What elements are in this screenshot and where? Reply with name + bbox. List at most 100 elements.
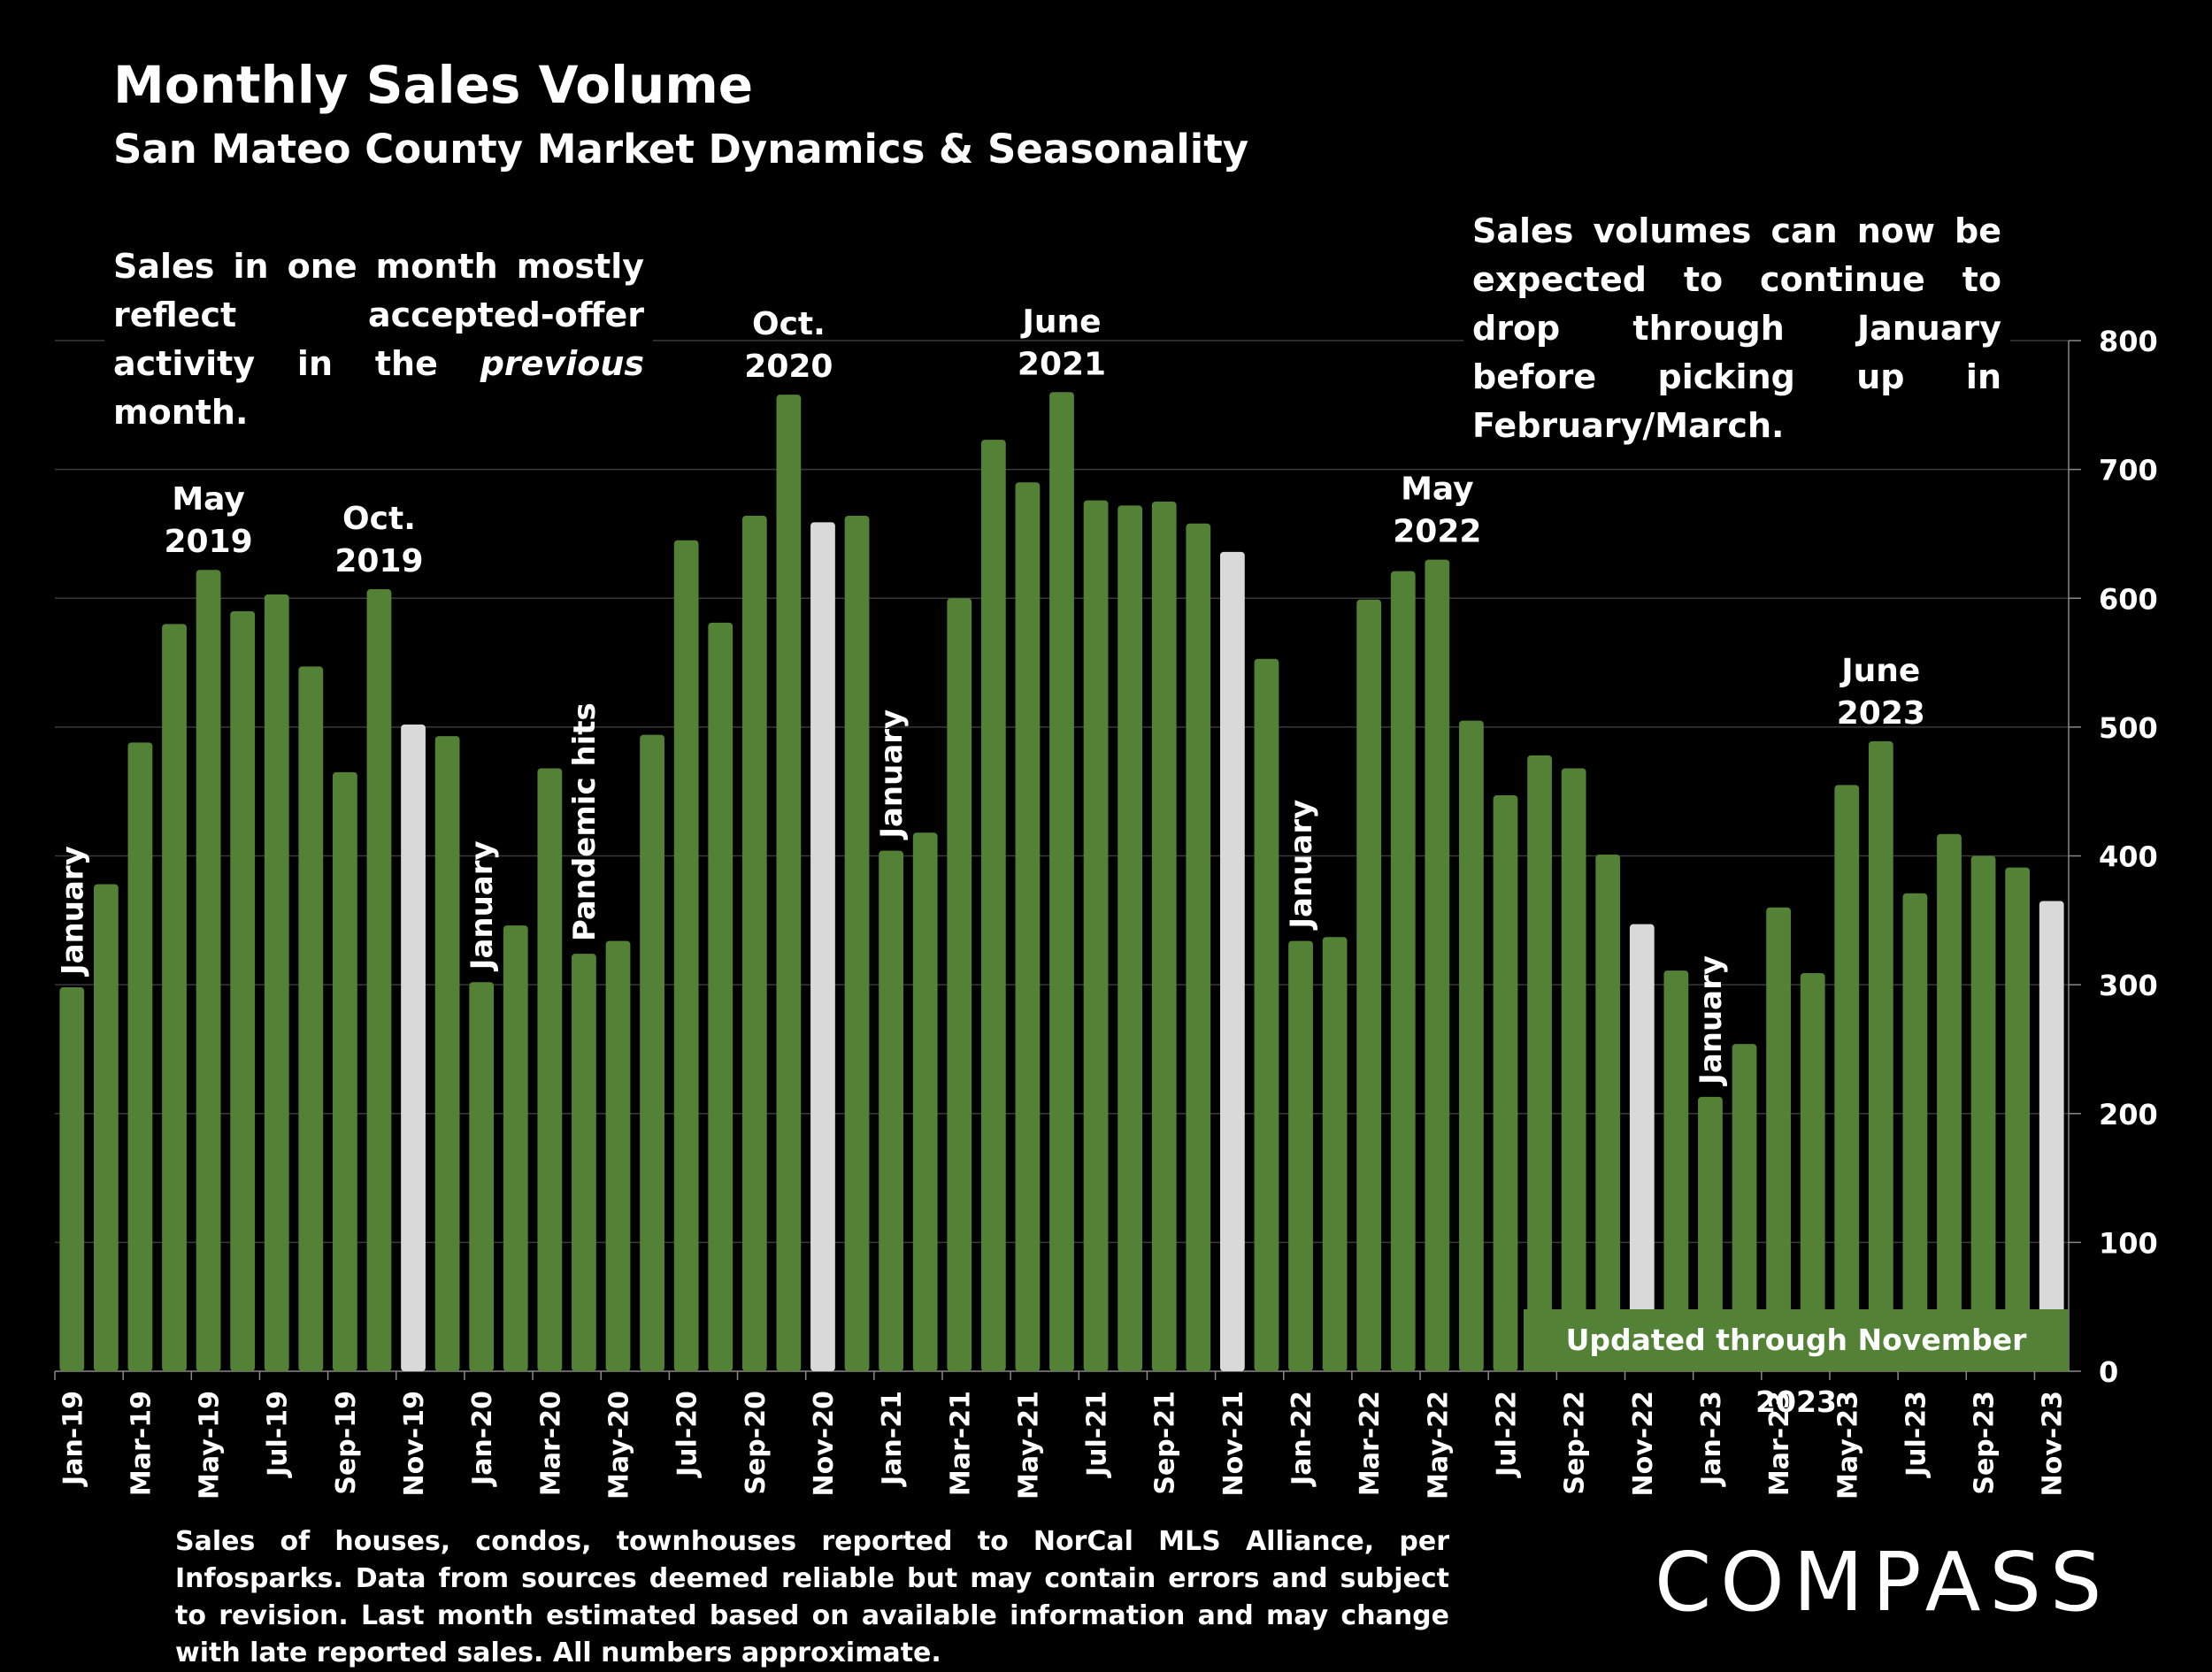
annotation-label: 2022 bbox=[1393, 514, 1481, 550]
bar-May-23 bbox=[1834, 785, 1860, 1371]
bar-Jan-20 bbox=[469, 982, 495, 1371]
bar-Feb-21 bbox=[912, 832, 938, 1371]
note-left-emphasis: previous bbox=[480, 344, 644, 383]
x-tick-label: Jul-19 bbox=[263, 1391, 294, 1478]
y-axis: 0 100 200 300 400 500 600 700 800 bbox=[2068, 325, 2158, 1389]
y-tick-label: 600 bbox=[2099, 582, 2158, 616]
bar-Jul-22 bbox=[1493, 795, 1518, 1371]
annotation-label: June bbox=[1839, 653, 1920, 689]
x-tick-label: Sep-23 bbox=[1970, 1391, 2001, 1495]
bar-Jun-23 bbox=[1868, 740, 1893, 1371]
x-tick-label: Mar-23 bbox=[1764, 1391, 1795, 1496]
annotation-label: January bbox=[55, 846, 90, 977]
note-right: Sales volumes can now be expected to con… bbox=[1463, 205, 2010, 452]
x-tick-label: Jan-21 bbox=[877, 1391, 908, 1487]
y-tick-label: 800 bbox=[2099, 325, 2158, 358]
x-tick-label: Mar-19 bbox=[126, 1391, 157, 1496]
bar-Aug-20 bbox=[708, 622, 733, 1371]
annotation-label: Pandemic hits bbox=[567, 702, 603, 941]
bar-Feb-23 bbox=[1732, 1044, 1757, 1371]
bar-Apr-22 bbox=[1390, 571, 1416, 1371]
bar-Jun-22 bbox=[1459, 720, 1484, 1371]
bar-Mar-23 bbox=[1766, 907, 1791, 1371]
annotation-label: May bbox=[172, 481, 244, 518]
bar-Jan-19 bbox=[59, 987, 85, 1371]
bar-Sep-20 bbox=[741, 516, 767, 1371]
annotation-label: Oct. bbox=[752, 306, 826, 342]
x-tick-label: Mar-22 bbox=[1355, 1391, 1386, 1496]
x-tick-label: May-22 bbox=[1423, 1391, 1454, 1499]
chart-subtitle: San Mateo County Market Dynamics & Seaso… bbox=[113, 126, 1249, 173]
x-tick-label: Nov-20 bbox=[809, 1391, 840, 1496]
y-tick-label: 100 bbox=[2099, 1226, 2158, 1260]
bar-Sep-19 bbox=[333, 771, 357, 1371]
x-tick-label: Jul-20 bbox=[672, 1391, 703, 1478]
bar-Oct-20 bbox=[776, 395, 802, 1372]
compass-logo: COMPASS bbox=[1655, 1535, 2111, 1630]
bar-Aug-21 bbox=[1118, 505, 1143, 1371]
bar-Mar-21 bbox=[947, 598, 972, 1371]
y-tick-label: 700 bbox=[2099, 454, 2158, 487]
bar-Oct-21 bbox=[1186, 523, 1211, 1371]
bar-Apr-23 bbox=[1800, 973, 1825, 1371]
x-tick-label: Jan-23 bbox=[1696, 1391, 1727, 1487]
bar-Nov-23 bbox=[2039, 901, 2064, 1371]
bar-Nov-21 bbox=[1219, 551, 1245, 1371]
y-tick-label: 200 bbox=[2099, 1098, 2158, 1131]
bar-Jan-21 bbox=[879, 850, 904, 1371]
x-tick-label: Jan-22 bbox=[1286, 1391, 1317, 1487]
bar-Jan-22 bbox=[1288, 940, 1313, 1371]
bar-Dec-21 bbox=[1254, 658, 1279, 1371]
bar-Oct-19 bbox=[366, 589, 392, 1371]
x-tick-label: Jul-23 bbox=[1901, 1391, 1932, 1478]
bar-Jun-19 bbox=[230, 610, 256, 1371]
x-axis: Jan-19 Mar-19 May-19 Jul-19 Sep-19 Nov-19 Jan-… bbox=[54, 1371, 2069, 1499]
annotation-label: 2021 bbox=[1018, 346, 1106, 382]
annotation-label: January bbox=[1284, 800, 1319, 931]
x-tick-label: May-19 bbox=[195, 1391, 226, 1499]
y-tick-label: 500 bbox=[2099, 711, 2158, 745]
bar-Aug-23 bbox=[1937, 833, 1962, 1371]
annotations: January May 2019 Oct. 2019 January Pandemic hi… bbox=[55, 303, 1925, 1086]
y-tick-label: 300 bbox=[2099, 969, 2158, 1002]
bar-Jun-20 bbox=[640, 734, 664, 1371]
x-tick-label: Mar-20 bbox=[535, 1391, 566, 1496]
bar-Apr-21 bbox=[980, 440, 1006, 1372]
annotation-label: 2019 bbox=[164, 524, 252, 560]
bar-Jan-23 bbox=[1698, 1096, 1723, 1371]
bar-Jul-21 bbox=[1083, 500, 1109, 1371]
x-tick-label: Sep-22 bbox=[1560, 1391, 1591, 1495]
bar-Apr-20 bbox=[572, 954, 596, 1371]
note-left-text-2: month. bbox=[113, 393, 249, 432]
bar-Dec-19 bbox=[434, 736, 460, 1371]
x-tick-label: Nov-19 bbox=[399, 1391, 430, 1496]
annotation-label: Oct. bbox=[342, 501, 416, 537]
bar-Dec-20 bbox=[844, 516, 870, 1371]
bar-May-19 bbox=[196, 570, 221, 1371]
x-tick-label: Jan-19 bbox=[58, 1391, 88, 1487]
annotation-label: June bbox=[1019, 303, 1101, 340]
note-left: Sales in one month mostly reflect accept… bbox=[104, 241, 653, 439]
x-tick-label: Nov-21 bbox=[1218, 1391, 1249, 1496]
annotation-label: January bbox=[874, 709, 910, 840]
bar-Mar-20 bbox=[537, 768, 563, 1371]
bar-Feb-19 bbox=[93, 884, 119, 1371]
bar-Nov-22 bbox=[1629, 924, 1655, 1371]
note-left-text-1: Sales in one month mostly reflect accept… bbox=[113, 247, 644, 383]
bar-Sep-22 bbox=[1561, 768, 1586, 1371]
bars bbox=[59, 392, 2064, 1372]
x-tick-label: Jul-21 bbox=[1082, 1391, 1113, 1478]
x-tick-label: May-23 bbox=[1832, 1391, 1863, 1499]
updated-badge: Updated through November 2023 bbox=[1524, 1309, 2069, 1419]
x-tick-label: May-21 bbox=[1013, 1391, 1044, 1499]
bar-Aug-19 bbox=[298, 666, 324, 1371]
bar-Jun-21 bbox=[1049, 392, 1074, 1371]
bar-Jul-19 bbox=[264, 594, 289, 1371]
chart-title: Monthly Sales Volume bbox=[113, 55, 754, 115]
x-tick-label: Nov-23 bbox=[2038, 1391, 2069, 1496]
bar-Apr-19 bbox=[162, 624, 187, 1371]
x-tick-label: Jul-22 bbox=[1491, 1391, 1522, 1478]
annotation-label: 2023 bbox=[1837, 695, 1925, 732]
bar-Oct-23 bbox=[2005, 867, 2031, 1371]
